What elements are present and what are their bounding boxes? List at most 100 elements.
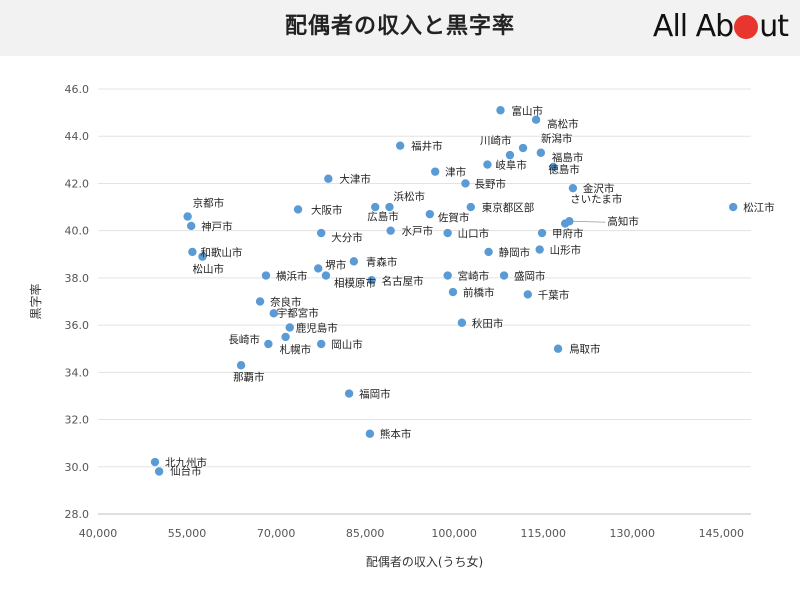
logo-dot-icon <box>734 15 759 39</box>
data-point <box>537 228 547 238</box>
data-point <box>367 276 376 285</box>
data-point <box>484 247 493 257</box>
point-label: 大津市 <box>339 173 371 186</box>
point-label: 東京都区部 <box>482 201 535 214</box>
data-point <box>568 183 578 193</box>
y-tick-label: 36.0 <box>65 319 90 332</box>
x-tick-label: 40,000 <box>79 527 118 540</box>
point-label: 岡山市 <box>331 338 363 351</box>
data-point <box>236 361 246 370</box>
data-point <box>281 332 290 342</box>
data-point <box>457 318 467 327</box>
point-label: 北九州市 <box>165 456 207 469</box>
data-point <box>183 212 192 221</box>
data-point <box>443 271 452 280</box>
point-label: 堺市 <box>325 258 346 271</box>
point-label: 鳥取市 <box>569 343 601 356</box>
point-label: 盛岡市 <box>514 270 546 283</box>
point-label: 相模原市 <box>334 277 376 290</box>
point-label: 京都市 <box>193 197 225 210</box>
point-label: 高松市 <box>547 118 579 131</box>
point-label: 札幌市 <box>280 343 312 356</box>
point-label: 松江市 <box>743 201 775 214</box>
data-point <box>499 271 509 280</box>
point-label: 山形市 <box>550 244 582 257</box>
x-tick-label: 145,000 <box>699 527 745 540</box>
point-label: 静岡市 <box>499 246 531 259</box>
point-label: 仙台市 <box>170 465 202 478</box>
point-label: 横浜市 <box>276 270 308 283</box>
point-label: 佐賀市 <box>438 211 470 224</box>
page-title: 配偶者の収入と黒字率 <box>284 14 515 39</box>
data-point <box>317 228 326 238</box>
data-point <box>385 202 394 212</box>
y-tick-label: 28.0 <box>65 508 90 521</box>
x-tick-label: 100,000 <box>431 527 477 540</box>
point-label: 津市 <box>445 166 466 179</box>
point-label: 宮崎市 <box>458 270 490 283</box>
point-label: 秋田市 <box>472 317 504 330</box>
data-point <box>188 247 197 257</box>
data-point <box>314 264 323 273</box>
point-label: 甲府市 <box>552 227 584 240</box>
y-tick-label: 34.0 <box>65 366 90 379</box>
point-label: 福岡市 <box>359 388 391 401</box>
point-label: 金沢市 <box>583 182 615 195</box>
point-label: 長野市 <box>474 177 506 190</box>
data-point <box>317 339 326 349</box>
logo-text-right: ut <box>759 8 789 44</box>
data-point <box>461 179 470 188</box>
point-label: 大分市 <box>331 231 363 244</box>
point-label: 那覇市 <box>233 370 264 383</box>
data-point <box>349 257 359 266</box>
data-point <box>466 202 476 212</box>
y-tick-label: 46.0 <box>65 83 90 96</box>
point-label: さいたま市 <box>570 193 622 206</box>
point-label: 長崎市 <box>228 333 260 346</box>
data-point <box>425 209 435 219</box>
gridlines <box>98 88 751 515</box>
point-label: 山口市 <box>458 227 490 240</box>
point-label: 川崎市 <box>480 134 512 147</box>
point-label: 鹿児島市 <box>296 321 338 334</box>
point-label: 和歌山市 <box>200 246 242 259</box>
point-label: 松山市 <box>192 263 224 276</box>
point-label: 福島市 <box>552 151 584 164</box>
y-axis-title: 黒字率 <box>28 283 43 319</box>
data-point <box>321 271 331 280</box>
point-label: 宇都宮市 <box>277 306 319 319</box>
data-point <box>285 323 294 332</box>
point-label: 水戸市 <box>402 225 434 238</box>
x-tick-label: 70,000 <box>257 527 296 540</box>
x-tick-label: 115,000 <box>520 527 566 540</box>
data-point <box>443 228 452 238</box>
data-point <box>150 457 160 467</box>
point-label: 奈良市 <box>270 296 302 309</box>
data-point <box>154 467 164 476</box>
data-point <box>483 160 492 169</box>
point-label: 千葉市 <box>538 288 570 301</box>
point-label: 岐阜市 <box>495 159 526 172</box>
point-label: 大阪市 <box>311 203 343 216</box>
data-point <box>269 309 278 318</box>
point-label: 浜松市 <box>393 190 425 203</box>
data-point <box>395 141 405 150</box>
y-tick-label: 32.0 <box>65 414 90 427</box>
y-tick-label: 30.0 <box>65 461 90 474</box>
data-point <box>430 167 440 176</box>
data-point <box>264 339 273 349</box>
x-tick-label: 55,000 <box>168 527 207 540</box>
point-label: 名古屋市 <box>382 274 424 287</box>
data-point <box>536 148 546 157</box>
logo-text-left: All Ab <box>652 8 734 44</box>
point-label: 広島市 <box>367 210 399 223</box>
point-label: 高知市 <box>607 215 639 228</box>
data-point <box>255 297 265 306</box>
point-label: 前橋市 <box>463 286 495 299</box>
data-point <box>549 162 558 172</box>
allabout-logo[interactable]: All Ab ut <box>652 6 789 46</box>
point-label: 熊本市 <box>380 428 412 441</box>
data-point <box>324 174 333 183</box>
